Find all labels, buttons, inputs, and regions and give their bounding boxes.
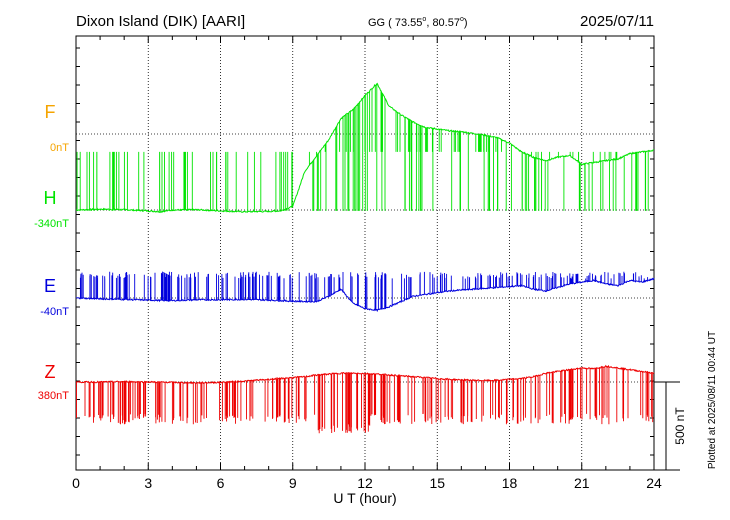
date-label: 2025/07/11 [580,13,654,30]
x-tick-label: 21 [574,475,590,491]
series-spikes-e [79,271,649,311]
series-line-z [75,364,655,385]
channel-baseline-z: 380nT [38,390,69,402]
channel-name-h: H [44,188,57,208]
channel-name-z: Z [45,362,56,382]
series-z [75,364,655,434]
x-tick-label: 0 [72,475,80,491]
channel-name-f: F [45,102,56,122]
series-e [75,271,655,313]
channel-baseline-h: -340nT [34,218,69,230]
x-tick-label: 3 [144,475,152,491]
channel-baseline-f: 0nT [50,142,69,154]
series-line-e [75,277,655,313]
series-spikes-z [76,366,654,434]
x-tick-label: 24 [646,475,662,491]
x-tick-label: 12 [357,475,373,491]
scale-bar-label: 500 nT [673,407,687,445]
x-tick-label: 18 [502,475,518,491]
coordinates-label: GG ( 73.55o, 80.57o) [368,16,468,29]
x-tick-label: 15 [429,475,445,491]
station-title: Dixon Island (DIK) [AARI] [76,13,245,30]
channel-name-e: E [44,276,56,296]
channel-baseline-e: -40nT [40,306,69,318]
series-group [75,82,655,434]
series-h [75,82,655,214]
x-tick-label: 6 [217,475,225,491]
scale-bar: 500 nT [654,381,687,471]
channel-labels: F 0nT H -340nT E -40nT Z 380nT [34,102,69,402]
plotted-timestamp: Plotted at 2025/08/11 00:44 UT [707,331,718,469]
x-axis-label: U T (hour) [333,490,396,506]
x-tick-label: 9 [289,475,297,491]
x-axis-ticks: 0 3 6 9 12 15 18 21 24 [72,36,662,491]
series-spikes-h [76,83,650,212]
